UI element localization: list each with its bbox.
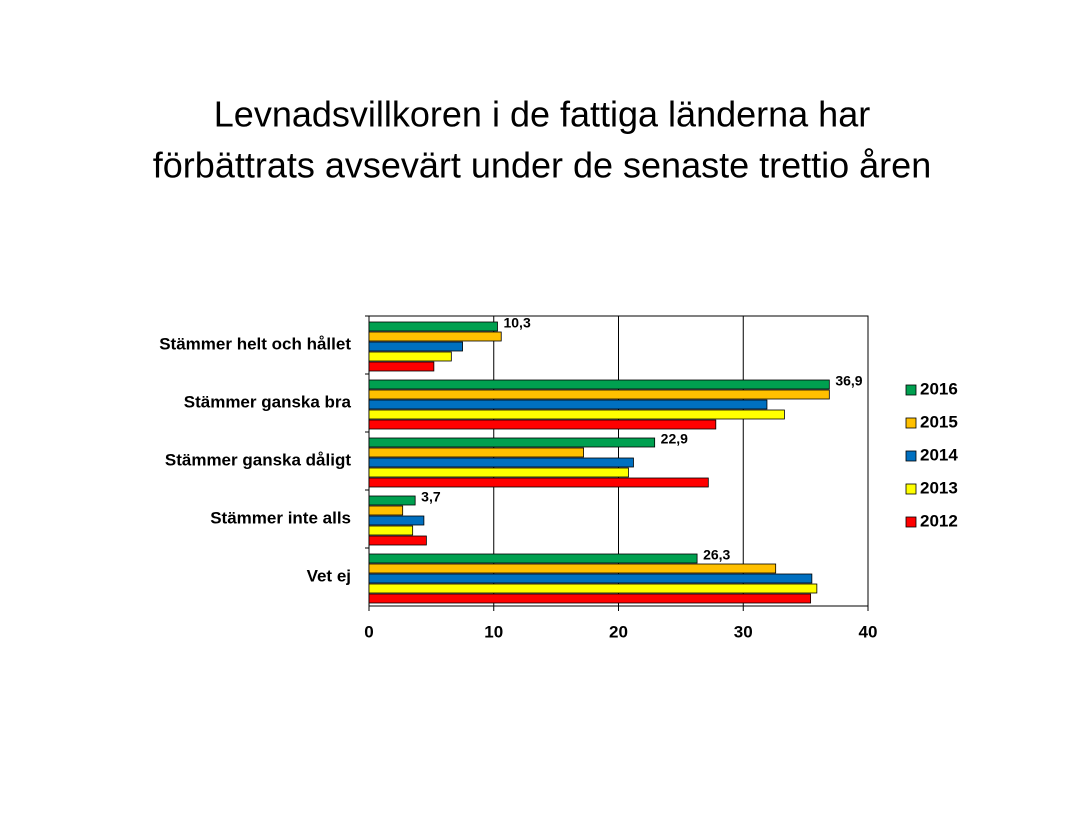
bar bbox=[368, 593, 812, 604]
value-label: 26,3 bbox=[703, 547, 730, 563]
bar bbox=[368, 361, 435, 372]
value-label: 3,7 bbox=[421, 489, 441, 505]
x-tick-label: 30 bbox=[734, 622, 753, 641]
bar bbox=[368, 409, 785, 420]
bar bbox=[368, 495, 416, 506]
bar bbox=[368, 477, 709, 488]
bar bbox=[368, 341, 463, 352]
bar bbox=[368, 573, 813, 584]
chart-title: förbättrats avsevärt under de senaste tr… bbox=[153, 145, 931, 186]
value-label: 22,9 bbox=[661, 431, 688, 447]
bar bbox=[368, 399, 768, 410]
bar bbox=[368, 505, 404, 516]
value-label: 10,3 bbox=[503, 315, 530, 331]
chart-title: Levnadsvillkoren i de fattiga länderna h… bbox=[214, 94, 870, 135]
y-tick-label: Stämmer helt och hållet bbox=[159, 334, 351, 353]
legend-label: 2016 bbox=[920, 379, 958, 398]
bar bbox=[368, 351, 452, 362]
legend-label: 2014 bbox=[920, 445, 958, 464]
bar bbox=[368, 331, 502, 342]
legend-label: 2015 bbox=[920, 412, 958, 431]
bar bbox=[368, 379, 830, 390]
bar bbox=[368, 525, 414, 536]
legend-swatch bbox=[905, 417, 917, 429]
y-tick-label: Vet ej bbox=[307, 566, 351, 585]
bar bbox=[368, 515, 425, 526]
x-tick-label: 10 bbox=[484, 622, 503, 641]
y-tick-label: Stämmer ganska dåligt bbox=[165, 450, 351, 469]
y-tick-label: Stämmer ganska bra bbox=[184, 392, 352, 411]
bar bbox=[368, 583, 818, 594]
legend-swatch bbox=[905, 516, 917, 528]
bar bbox=[368, 553, 698, 564]
legend-label: 2013 bbox=[920, 478, 958, 497]
bar bbox=[368, 437, 656, 448]
bar bbox=[368, 535, 427, 546]
legend-swatch bbox=[905, 450, 917, 462]
bar bbox=[368, 389, 830, 400]
legend-swatch bbox=[905, 384, 917, 396]
value-label: 36,9 bbox=[835, 373, 862, 389]
bar bbox=[368, 321, 498, 332]
bar bbox=[368, 457, 634, 468]
bar bbox=[368, 563, 777, 574]
y-tick-label: Stämmer inte alls bbox=[210, 508, 351, 527]
x-tick-label: 0 bbox=[364, 622, 373, 641]
bar bbox=[368, 419, 717, 430]
x-tick-label: 20 bbox=[609, 622, 628, 641]
legend-swatch bbox=[905, 483, 917, 495]
x-tick-label: 40 bbox=[859, 622, 878, 641]
bar bbox=[368, 447, 584, 458]
bar bbox=[368, 467, 629, 478]
legend-label: 2012 bbox=[920, 511, 958, 530]
